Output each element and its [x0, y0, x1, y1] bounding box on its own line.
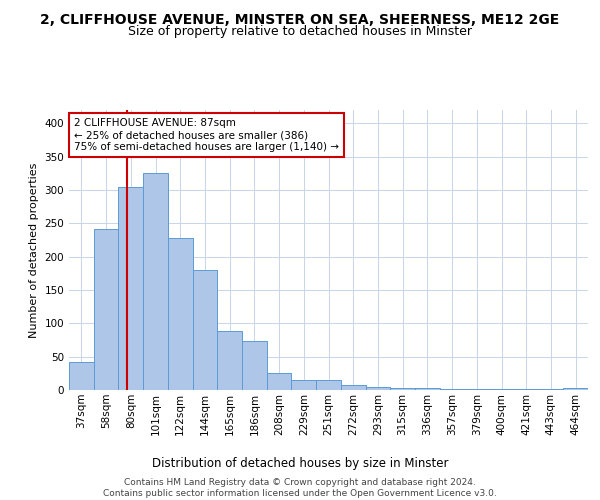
Bar — [316, 380, 341, 390]
Bar — [267, 374, 292, 390]
Bar — [94, 228, 118, 390]
Bar — [563, 388, 588, 390]
Text: Distribution of detached houses by size in Minster: Distribution of detached houses by size … — [152, 458, 448, 470]
Bar — [440, 388, 464, 390]
Bar — [118, 186, 143, 390]
Text: Size of property relative to detached houses in Minster: Size of property relative to detached ho… — [128, 25, 472, 38]
Bar — [193, 270, 217, 390]
Bar — [217, 332, 242, 390]
Bar — [390, 388, 415, 390]
Text: Contains HM Land Registry data © Crown copyright and database right 2024.
Contai: Contains HM Land Registry data © Crown c… — [103, 478, 497, 498]
Bar — [341, 384, 365, 390]
Bar — [415, 388, 440, 390]
Y-axis label: Number of detached properties: Number of detached properties — [29, 162, 39, 338]
Text: 2, CLIFFHOUSE AVENUE, MINSTER ON SEA, SHEERNESS, ME12 2GE: 2, CLIFFHOUSE AVENUE, MINSTER ON SEA, SH… — [40, 12, 560, 26]
Bar — [168, 238, 193, 390]
Bar — [69, 362, 94, 390]
Text: 2 CLIFFHOUSE AVENUE: 87sqm
← 25% of detached houses are smaller (386)
75% of sem: 2 CLIFFHOUSE AVENUE: 87sqm ← 25% of deta… — [74, 118, 339, 152]
Bar — [365, 386, 390, 390]
Bar — [143, 174, 168, 390]
Bar — [242, 342, 267, 390]
Bar — [292, 380, 316, 390]
